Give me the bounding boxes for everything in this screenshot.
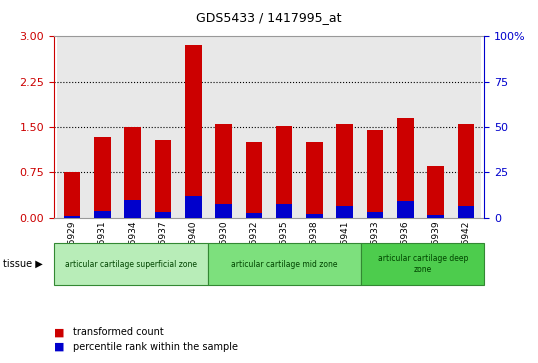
Bar	[117, 36, 148, 218]
Bar	[178, 36, 208, 218]
Bar	[245, 213, 262, 218]
Bar	[421, 36, 451, 218]
Bar	[276, 126, 293, 218]
Bar	[154, 140, 171, 218]
Bar	[94, 137, 111, 218]
Bar	[306, 213, 323, 218]
Text: percentile rank within the sample: percentile rank within the sample	[73, 342, 238, 352]
Bar	[299, 36, 330, 218]
Bar	[458, 124, 475, 218]
Bar	[276, 204, 293, 218]
Bar	[124, 200, 141, 218]
Bar	[330, 36, 360, 218]
Text: articular cartilage mid zone: articular cartilage mid zone	[231, 260, 338, 269]
Bar	[336, 206, 353, 218]
Bar	[63, 216, 80, 218]
Bar	[185, 196, 202, 218]
Bar	[427, 215, 444, 218]
Bar	[451, 36, 481, 218]
Text: articular cartilage superficial zone: articular cartilage superficial zone	[65, 260, 197, 269]
Bar	[306, 142, 323, 218]
Text: ■: ■	[54, 342, 65, 352]
Text: articular cartilage deep
zone: articular cartilage deep zone	[378, 254, 468, 274]
Bar	[185, 45, 202, 218]
Bar	[63, 172, 80, 218]
Bar	[124, 127, 141, 218]
Bar	[427, 166, 444, 218]
Bar	[245, 142, 262, 218]
Bar	[215, 204, 232, 218]
Bar	[94, 211, 111, 218]
Bar	[148, 36, 178, 218]
Bar	[269, 36, 299, 218]
Bar	[239, 36, 269, 218]
Bar	[360, 36, 390, 218]
Bar	[57, 36, 87, 218]
Bar	[367, 130, 384, 218]
Bar	[154, 212, 171, 218]
Bar	[397, 201, 414, 218]
Text: GDS5433 / 1417995_at: GDS5433 / 1417995_at	[196, 11, 342, 24]
Bar	[87, 36, 117, 218]
Bar	[336, 124, 353, 218]
Bar	[208, 36, 239, 218]
Text: transformed count: transformed count	[73, 327, 164, 337]
Bar	[367, 212, 384, 218]
Bar	[458, 206, 475, 218]
Text: ■: ■	[54, 327, 65, 337]
Text: tissue ▶: tissue ▶	[3, 259, 43, 269]
Bar	[390, 36, 421, 218]
Bar	[397, 118, 414, 218]
Bar	[215, 124, 232, 218]
